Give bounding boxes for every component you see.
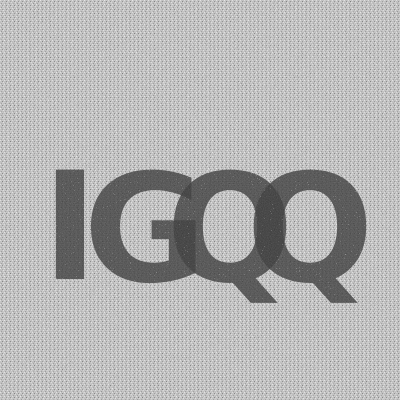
captcha-top-noise-overlay <box>0 0 400 400</box>
noisy-captcha-canvas: I G Q Q <box>0 0 400 400</box>
